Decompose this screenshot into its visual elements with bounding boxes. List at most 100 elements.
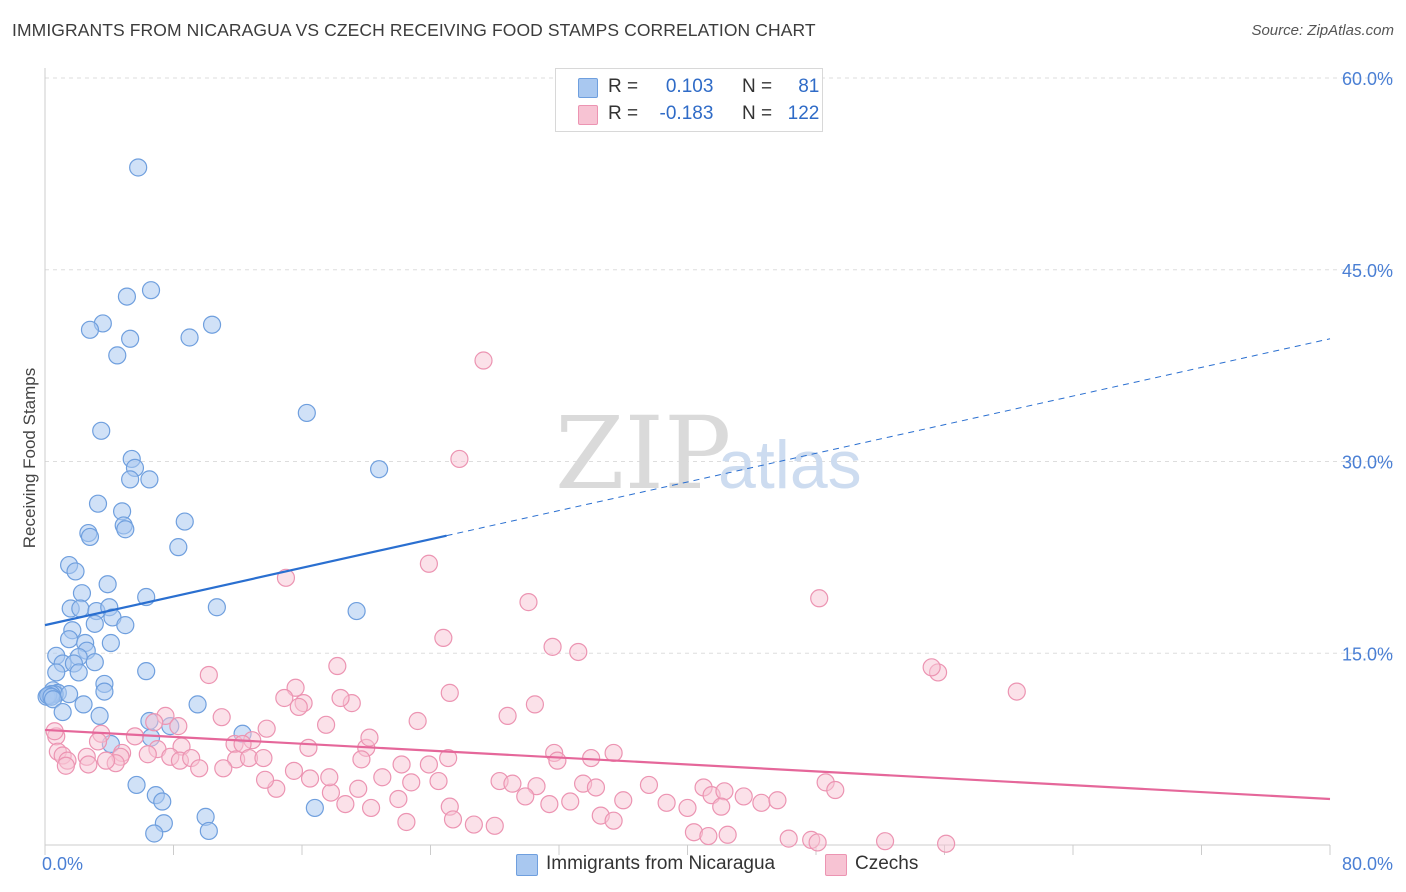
data-point-czech: [79, 755, 98, 774]
data-point-czech: [485, 816, 504, 835]
data-point-czech: [604, 811, 623, 830]
data-point-czech: [639, 775, 659, 795]
watermark-atlas: atlas: [718, 427, 862, 503]
data-point-nicaragua: [85, 614, 104, 633]
data-point-nicaragua: [98, 575, 117, 594]
data-point-czech: [255, 770, 275, 789]
data-point-nicaragua: [129, 158, 148, 177]
trend-line-nicaragua: [44, 534, 447, 627]
data-point-nicaragua: [59, 630, 79, 649]
data-point-czech: [657, 793, 676, 812]
data-point-czech: [199, 665, 218, 685]
legend-label-nicaragua: Immigrants from Nicaragua: [546, 853, 776, 874]
watermark: ZIP atlas: [555, 395, 862, 512]
data-point-nicaragua: [127, 775, 146, 795]
data-point-czech: [212, 708, 231, 727]
data-point-czech: [519, 593, 538, 612]
data-point-nicaragua: [202, 315, 222, 334]
data-point-nicaragua: [153, 792, 172, 811]
data-point-czech: [397, 812, 416, 832]
data-point-czech: [275, 688, 294, 708]
tick-labels: 15.0% 30.0% 45.0% 60.0% 0.0% 80.0%: [42, 69, 1393, 874]
data-point-czech: [419, 554, 438, 573]
data-point-czech: [408, 711, 427, 731]
data-point-nicaragua: [95, 682, 114, 701]
data-point-czech: [699, 826, 718, 846]
y-tick-label: 30.0%: [1342, 453, 1393, 473]
data-point-nicaragua: [72, 584, 92, 603]
data-point-czech: [540, 794, 559, 814]
data-point-nicaragua: [180, 328, 199, 347]
data-point-nicaragua: [117, 287, 137, 306]
data-point-czech: [718, 825, 737, 844]
data-point-nicaragua: [85, 653, 104, 672]
data-point-czech: [276, 568, 296, 587]
data-point-czech: [527, 777, 546, 796]
data-point-czech: [712, 797, 731, 816]
data-point-nicaragua: [169, 538, 188, 557]
data-point-czech: [214, 759, 233, 778]
data-point-czech: [138, 745, 157, 764]
data-point-czech: [516, 787, 535, 806]
data-point-czech: [922, 658, 941, 677]
data-point-czech: [257, 719, 276, 738]
data-point-czech: [1007, 682, 1026, 701]
y-tick-label: 45.0%: [1342, 261, 1393, 281]
legend-n-value: 122: [787, 103, 820, 124]
data-point-czech: [169, 717, 188, 736]
data-point-nicaragua: [108, 346, 127, 365]
series-czech-points: [45, 351, 1026, 853]
data-point-czech: [373, 768, 392, 787]
y-axis-label: Receiving Food Stamps: [20, 368, 39, 548]
data-point-nicaragua: [199, 821, 218, 841]
data-point-czech: [392, 755, 411, 774]
data-point-nicaragua: [347, 601, 366, 621]
legend-r-label: R =: [608, 103, 639, 124]
data-point-czech: [434, 628, 453, 648]
data-point-czech: [543, 637, 562, 656]
data-point-czech: [96, 751, 116, 770]
data-point-nicaragua: [121, 470, 140, 489]
data-point-czech: [389, 789, 408, 809]
data-point-czech: [190, 759, 209, 778]
data-point-czech: [88, 732, 108, 751]
data-point-czech: [614, 791, 633, 810]
data-point-czech: [56, 756, 75, 775]
data-point-czech: [464, 815, 483, 834]
data-point-czech: [419, 755, 438, 774]
data-point-nicaragua: [305, 798, 324, 818]
data-point-czech: [525, 695, 545, 714]
data-point-czech: [320, 768, 339, 787]
data-point-nicaragua: [137, 662, 156, 681]
legend-n-label: N =: [741, 76, 773, 97]
trend-lines: [44, 338, 1331, 801]
data-point-czech: [125, 727, 145, 746]
data-point-czech: [321, 783, 341, 802]
data-point-czech: [402, 773, 421, 792]
chart-title: IMMIGRANTS FROM NICARAGUA VS CZECH RECEI…: [12, 20, 816, 40]
legend-r-label: R =: [608, 76, 639, 97]
data-point-czech: [875, 832, 895, 851]
axes: [44, 68, 1331, 855]
data-point-czech: [498, 706, 517, 725]
data-point-czech: [826, 780, 845, 800]
legend-r-value: 0.103: [665, 76, 714, 97]
data-point-czech: [336, 794, 355, 814]
data-point-czech: [450, 449, 469, 469]
data-point-czech: [284, 761, 304, 780]
data-point-nicaragua: [116, 520, 135, 539]
data-point-czech: [328, 656, 347, 676]
data-point-czech: [734, 787, 753, 806]
legend-swatch-czech: [578, 105, 598, 125]
watermark-zip: ZIP: [555, 395, 731, 512]
y-tick-label: 15.0%: [1342, 644, 1393, 664]
data-point-czech: [299, 738, 318, 757]
data-point-nicaragua: [90, 706, 109, 725]
series-nicaragua-points: [37, 158, 389, 843]
x-tick-label: 0.0%: [42, 854, 83, 874]
data-point-czech: [586, 778, 606, 797]
data-point-czech: [316, 715, 336, 734]
grid-lines: [45, 77, 1395, 654]
legend-r-value: -0.183: [659, 103, 714, 124]
data-point-nicaragua: [80, 527, 100, 547]
